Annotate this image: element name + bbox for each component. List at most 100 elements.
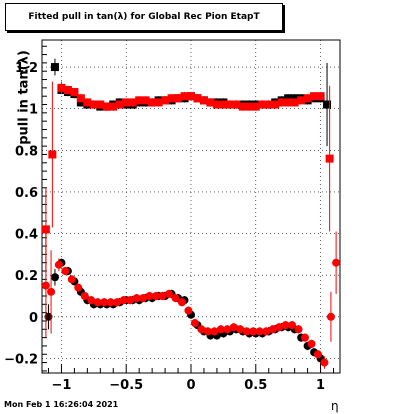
data-point-circle xyxy=(294,325,303,334)
data-point-square xyxy=(323,100,332,109)
x-tick-label: 0 xyxy=(186,378,195,393)
data-point-square xyxy=(63,85,72,94)
data-point-circle xyxy=(249,327,258,336)
x-tick-label: −1 xyxy=(51,378,71,393)
data-point-square xyxy=(161,96,170,105)
data-point-square xyxy=(284,98,293,107)
data-point-circle xyxy=(100,298,109,307)
data-point-circle xyxy=(177,298,186,307)
data-point-square xyxy=(271,100,280,109)
data-point-circle xyxy=(80,291,89,300)
data-point-square xyxy=(325,154,334,163)
y-axis-label: pull in tan(λ) xyxy=(16,50,32,145)
chart-title: Fitted pull in tan(λ) for Global Rec Pio… xyxy=(5,3,283,31)
data-point-square xyxy=(96,100,105,109)
data-point-square xyxy=(316,92,325,101)
data-point-square xyxy=(245,102,254,111)
data-point-circle xyxy=(262,327,271,336)
data-point-circle xyxy=(54,260,63,269)
x-tick-label: 1 xyxy=(316,378,325,393)
y-tick-label: 0.8 xyxy=(15,144,38,159)
data-point-square xyxy=(238,102,247,111)
data-point-circle xyxy=(164,289,173,298)
data-point-square xyxy=(83,98,92,107)
data-point-circle xyxy=(145,291,154,300)
y-tick-label: 0.4 xyxy=(15,228,38,243)
data-point-square xyxy=(57,83,66,92)
data-point-circle xyxy=(132,294,141,303)
data-point-circle xyxy=(158,291,167,300)
data-point-circle xyxy=(307,339,316,348)
data-point-square xyxy=(232,100,241,109)
data-point-square xyxy=(70,88,79,97)
data-point-circle xyxy=(275,323,284,332)
data-point-square xyxy=(297,96,306,105)
data-point-square xyxy=(135,96,144,105)
data-point-square xyxy=(187,92,195,101)
data-point-circle xyxy=(223,325,232,334)
data-point-circle xyxy=(139,294,148,303)
data-point-square xyxy=(277,98,286,107)
data-point-square xyxy=(219,100,228,109)
data-point-square xyxy=(41,225,50,234)
data-point-circle xyxy=(50,273,59,282)
y-tick-label: 1.2 xyxy=(15,61,38,76)
data-point-square xyxy=(141,96,150,105)
data-point-circle xyxy=(313,350,322,359)
data-point-circle xyxy=(87,296,96,305)
data-point-circle xyxy=(44,312,53,321)
x-tick-label: −0.5 xyxy=(109,378,143,393)
data-point-square xyxy=(310,92,319,101)
data-point-circle xyxy=(126,296,135,305)
data-point-square xyxy=(122,98,131,107)
data-point-square xyxy=(303,94,312,103)
data-point-circle xyxy=(229,323,238,332)
data-point-circle xyxy=(197,325,206,334)
data-point-circle xyxy=(184,306,193,315)
data-point-square xyxy=(258,100,267,109)
data-point-circle xyxy=(242,327,251,336)
data-point-circle xyxy=(281,321,290,330)
data-point-square xyxy=(193,94,202,103)
data-point-square xyxy=(180,92,189,101)
data-point-circle xyxy=(203,327,212,336)
data-point-square xyxy=(174,94,183,103)
data-point-square xyxy=(89,100,98,109)
data-point-circle xyxy=(113,298,122,307)
data-point-square xyxy=(48,150,57,159)
y-tick-label: −0.2 xyxy=(4,352,38,367)
y-tick-label: 0.2 xyxy=(15,269,38,284)
data-point-square xyxy=(206,98,215,107)
y-tick-label: 0.6 xyxy=(15,186,38,201)
y-tick-label: 1 xyxy=(29,103,38,118)
data-point-circle xyxy=(106,298,115,307)
data-point-circle xyxy=(47,287,56,296)
data-point-circle xyxy=(190,319,199,328)
data-point-circle xyxy=(171,294,180,303)
data-point-square xyxy=(154,98,163,107)
data-point-circle xyxy=(210,327,219,336)
data-point-circle xyxy=(41,281,50,290)
data-point-circle xyxy=(236,325,245,334)
data-point-square xyxy=(115,100,124,109)
data-point-square xyxy=(128,98,137,107)
data-point-circle xyxy=(332,258,341,267)
data-point-circle xyxy=(268,325,277,334)
data-point-square xyxy=(225,100,234,109)
data-point-circle xyxy=(326,312,335,321)
timestamp: Mon Feb 1 16:26:04 2021 xyxy=(4,400,119,409)
y-tick-label: 0 xyxy=(29,311,38,326)
data-point-circle xyxy=(152,291,161,300)
data-point-circle xyxy=(93,298,102,307)
data-point-square xyxy=(290,98,299,107)
x-tick-label: 0.5 xyxy=(244,378,267,393)
data-point-square xyxy=(251,102,260,111)
data-point-square xyxy=(148,98,157,107)
data-point-circle xyxy=(255,327,264,336)
data-point-square xyxy=(167,94,176,103)
data-point-square xyxy=(212,100,221,109)
data-point-square xyxy=(264,100,273,109)
data-point-square xyxy=(102,102,111,111)
data-point-circle xyxy=(320,358,329,367)
